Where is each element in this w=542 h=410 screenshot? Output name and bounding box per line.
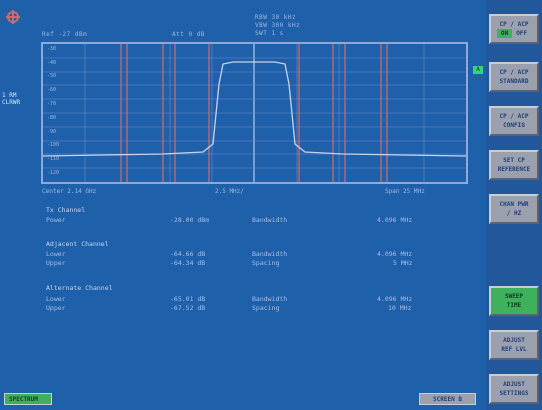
alternate-lower-value: -65.01 dB [170, 295, 206, 303]
center-frequency-label: Center 2.14 GHz [42, 188, 97, 195]
off-state: OFF [516, 30, 528, 37]
tx-bandwidth-label: Bandwidth [252, 216, 288, 224]
spectrum-plot: -30 -40 -50 -60 -70 -80 -90 -100 -110 -120 [41, 42, 468, 184]
adjacent-channel-heading: Adjacent Channel [46, 240, 109, 248]
adjacent-lower-label: Lower [46, 250, 66, 258]
adjust-ref-level-softkey[interactable]: ADJUST REF LVL [489, 330, 539, 360]
alternate-upper-label: Upper [46, 304, 66, 312]
softkey-label: TIME [506, 302, 522, 309]
on-state: ON [496, 29, 513, 38]
adjacent-upper-value: -64.34 dB [170, 259, 206, 267]
set-cp-reference-softkey[interactable]: SET CP REFERENCE [489, 150, 539, 180]
svg-text:-50: -50 [47, 73, 56, 79]
span-label: Span 25 MHz [385, 188, 425, 195]
span-per-division-label: 2.5 MHz/ [215, 188, 244, 195]
softkey-label: SWEEP [504, 293, 524, 300]
alternate-spacing-label: Spacing [252, 304, 280, 312]
softkey-label: REF LVL [501, 346, 527, 353]
cp-acp-standard-softkey[interactable]: CP / ACP STANDARD [489, 62, 539, 92]
screen-b-tab[interactable]: SCREEN B [419, 393, 476, 405]
softkey-label: CHAN PWR [499, 201, 529, 208]
chan-pwr-hz-softkey[interactable]: CHAN PWR / HZ [489, 194, 539, 224]
analyzer-screen: Ref -27 dBm Att 0 dB RBW 30 kHz VBW 300 … [2, 10, 483, 405]
svg-text:-60: -60 [47, 87, 56, 93]
tx-power-value: -28.00 dBm [170, 216, 210, 224]
softkey-label: CP / ACP [499, 21, 529, 28]
tx-channel-heading: Tx Channel [46, 206, 86, 214]
rs-logo-icon [6, 10, 20, 24]
trigger-indicator: A [473, 66, 483, 74]
adjacent-bandwidth-value: 4.096 MHz [377, 250, 413, 258]
adjacent-spacing-value: 5 MHz [393, 259, 413, 267]
alternate-bandwidth-value: 4.096 MHz [377, 295, 413, 303]
svg-text:-70: -70 [47, 101, 56, 107]
svg-text:-30: -30 [47, 46, 56, 52]
rbw-label: RBW 30 kHz [255, 14, 297, 21]
adjust-settings-softkey[interactable]: ADJUST SETTINGS [489, 374, 539, 404]
cp-acp-onoff-softkey[interactable]: CP / ACP ON OFF [489, 14, 539, 44]
cp-acp-config-softkey[interactable]: CP / ACP CONFIG [489, 106, 539, 136]
svg-text:-90: -90 [47, 129, 56, 135]
svg-text:-110: -110 [47, 156, 59, 162]
trace-mode-tag: 1 RM CLRWR [2, 92, 21, 106]
alternate-upper-value: -67.52 dB [170, 304, 206, 312]
ref-level-label: Ref -27 dBm [42, 31, 88, 38]
softkey-label: ADJUST [503, 337, 525, 344]
vbw-label: VBW 300 kHz [255, 22, 301, 29]
softkey-label: ADJUST [503, 381, 525, 388]
adjacent-bandwidth-label: Bandwidth [252, 250, 288, 258]
adjacent-upper-label: Upper [46, 259, 66, 267]
attenuation-label: Att 0 dB [172, 31, 205, 38]
alternate-lower-label: Lower [46, 295, 66, 303]
svg-text:-80: -80 [47, 115, 56, 121]
svg-text:-40: -40 [47, 60, 56, 66]
spectrum-trace-graph: -30 -40 -50 -60 -70 -80 -90 -100 -110 -120 [42, 44, 467, 182]
softkey-label: / HZ [506, 210, 522, 217]
softkey-label: CP / ACP [499, 113, 529, 120]
softkey-label: STANDARD [499, 78, 529, 85]
svg-text:-120: -120 [47, 170, 59, 176]
softkey-label: SETTINGS [499, 390, 529, 397]
softkey-label: CP / ACP [499, 69, 529, 76]
tx-bandwidth-value: 4.096 MHz [377, 216, 413, 224]
sweep-time-label: SWT 1 s [255, 30, 284, 37]
spectrum-tab[interactable]: SPECTRUM [4, 393, 52, 405]
alternate-bandwidth-label: Bandwidth [252, 295, 288, 303]
tx-power-label: Power [46, 216, 66, 224]
adjacent-lower-value: -64.66 dB [170, 250, 206, 258]
alternate-channel-heading: Alternate Channel [46, 284, 113, 292]
softkey-label: REFERENCE [497, 166, 531, 173]
sweep-time-softkey[interactable]: SWEEP TIME [489, 286, 539, 316]
alternate-spacing-value: 10 MHz [388, 304, 412, 312]
adjacent-spacing-label: Spacing [252, 259, 280, 267]
softkey-label: SET CP [503, 157, 525, 164]
svg-text:-100: -100 [47, 142, 59, 148]
softkey-label: CONFIG [503, 122, 525, 129]
